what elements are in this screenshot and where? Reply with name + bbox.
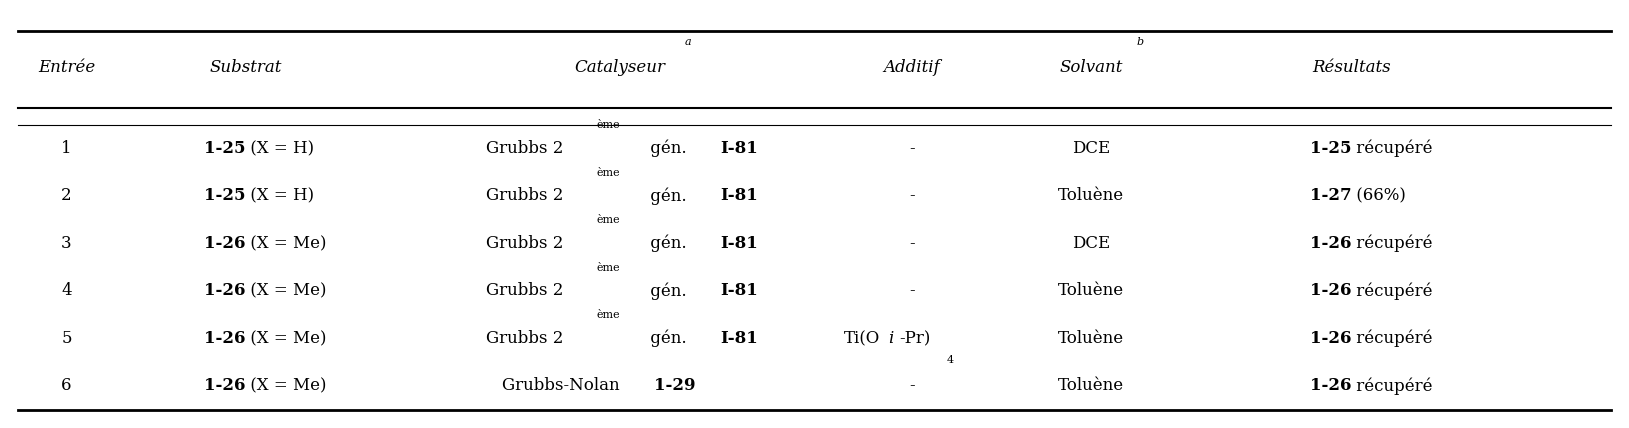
Text: i: i [888, 330, 893, 347]
Text: (X = H): (X = H) [246, 187, 314, 205]
Text: 4: 4 [62, 282, 72, 300]
Text: Substrat: Substrat [209, 59, 282, 76]
Text: I-81: I-81 [720, 282, 757, 300]
Text: -: - [909, 377, 915, 394]
Text: DCE: DCE [1072, 140, 1109, 157]
Text: gén.: gén. [645, 235, 692, 252]
Text: 1-25: 1-25 [204, 187, 246, 205]
Text: Grubbs 2: Grubbs 2 [485, 282, 564, 300]
Text: -: - [909, 140, 915, 157]
Text: Grubbs 2: Grubbs 2 [485, 140, 564, 157]
Text: récupéré: récupéré [1350, 282, 1432, 300]
Text: Toluène: Toluène [1057, 187, 1124, 205]
Text: ème: ème [596, 310, 621, 320]
Text: 1-26: 1-26 [1310, 282, 1350, 300]
Text: Catalyseur: Catalyseur [573, 59, 665, 76]
Text: ème: ème [596, 120, 621, 130]
Text: Additif: Additif [883, 59, 940, 76]
Text: a: a [684, 37, 691, 47]
Text: 1-26: 1-26 [204, 377, 246, 394]
Text: I-81: I-81 [720, 140, 757, 157]
Text: gén.: gén. [645, 282, 692, 300]
Text: gén.: gén. [645, 187, 692, 205]
Text: Résultats: Résultats [1311, 59, 1391, 76]
Text: récupéré: récupéré [1350, 140, 1432, 157]
Text: Grubbs 2: Grubbs 2 [485, 235, 564, 252]
Text: (X = Me): (X = Me) [246, 282, 327, 300]
Text: I-81: I-81 [720, 187, 757, 205]
Text: 1-26: 1-26 [1310, 330, 1350, 347]
Text: ème: ème [596, 167, 621, 178]
Text: ème: ème [596, 215, 621, 225]
Text: 6: 6 [62, 377, 72, 394]
Text: (X = Me): (X = Me) [246, 377, 327, 394]
Text: DCE: DCE [1072, 235, 1109, 252]
Text: -: - [909, 187, 915, 205]
Text: Entrée: Entrée [37, 59, 94, 76]
Text: 1-26: 1-26 [1310, 377, 1350, 394]
Text: ème: ème [596, 262, 621, 273]
Text: 3: 3 [62, 235, 72, 252]
Text: -Pr): -Pr) [899, 330, 930, 347]
Text: gén.: gén. [645, 330, 692, 347]
Text: Toluène: Toluène [1057, 377, 1124, 394]
Text: 1-25: 1-25 [204, 140, 246, 157]
Text: récupéré: récupéré [1350, 377, 1432, 395]
Text: 1-26: 1-26 [1310, 235, 1350, 252]
Text: (X = H): (X = H) [246, 140, 314, 157]
Text: (X = Me): (X = Me) [246, 235, 327, 252]
Text: I-81: I-81 [720, 330, 757, 347]
Text: 1-26: 1-26 [204, 235, 246, 252]
Text: 1: 1 [62, 140, 72, 157]
Text: Toluène: Toluène [1057, 330, 1124, 347]
Text: 4: 4 [946, 355, 953, 365]
Text: (X = Me): (X = Me) [246, 330, 327, 347]
Text: 2: 2 [62, 187, 72, 205]
Text: Grubbs 2: Grubbs 2 [485, 330, 564, 347]
Text: b: b [1137, 37, 1144, 47]
Text: 1-25: 1-25 [1310, 140, 1350, 157]
Text: 1-26: 1-26 [204, 330, 246, 347]
Text: Ti(O: Ti(O [844, 330, 880, 347]
Text: récupéré: récupéré [1350, 330, 1432, 347]
Text: gén.: gén. [645, 140, 692, 157]
Text: I-81: I-81 [720, 235, 757, 252]
Text: Grubbs-Nolan: Grubbs-Nolan [502, 377, 626, 394]
Text: Solvant: Solvant [1059, 59, 1122, 76]
Text: récupéré: récupéré [1350, 235, 1432, 252]
Text: 1-29: 1-29 [653, 377, 696, 394]
Text: -: - [909, 282, 915, 300]
Text: 5: 5 [62, 330, 72, 347]
Text: (66%): (66%) [1350, 187, 1406, 205]
Text: Grubbs 2: Grubbs 2 [485, 187, 564, 205]
Text: Toluène: Toluène [1057, 282, 1124, 300]
Text: 1-27: 1-27 [1310, 187, 1350, 205]
Text: -: - [909, 235, 915, 252]
Text: 1-26: 1-26 [204, 282, 246, 300]
